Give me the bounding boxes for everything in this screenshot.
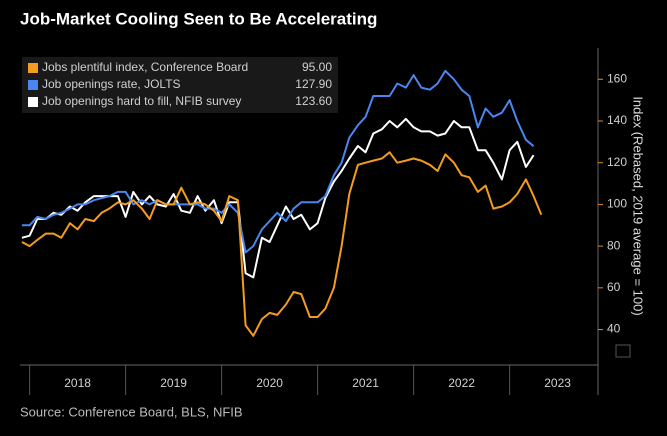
y-tick-label: 120 (607, 155, 627, 169)
y-tick-label: 80 (607, 238, 621, 252)
legend-swatch (28, 63, 38, 73)
legend-label: Jobs plentiful index, Conference Board (42, 60, 248, 74)
x-tick-label: 2023 (544, 376, 571, 390)
y-tick-label: 160 (607, 71, 627, 85)
source: Source: Conference Board, BLS, NFIB (20, 404, 243, 419)
y-tick-label: 140 (607, 113, 627, 127)
series-line (21, 151, 543, 337)
y-tick-label: 40 (607, 322, 621, 336)
series-line (21, 69, 535, 254)
y-tick-label: 60 (607, 280, 621, 294)
icon (615, 344, 631, 358)
legend-value: 127.90 (295, 77, 332, 91)
x-tick-label: 2019 (160, 376, 187, 390)
legend-label: Job openings rate, JOLTS (42, 77, 181, 91)
legend-value: 95.00 (302, 60, 332, 74)
legend-box (22, 57, 338, 113)
y-axis-label: Index (Rebased, 2019 average = 100) (631, 96, 646, 315)
legend-swatch (28, 97, 38, 107)
x-tick-label: 2021 (352, 376, 379, 390)
x-tick-label: 2020 (256, 376, 283, 390)
y-tick-label: 100 (607, 197, 627, 211)
legend-swatch (28, 80, 38, 90)
x-tick-label: 2018 (64, 376, 91, 390)
legend-label: Job openings hard to fill, NFIB survey (42, 94, 241, 108)
legend-value: 123.60 (295, 94, 332, 108)
x-tick-label: 2022 (448, 376, 475, 390)
chart-title: Job-Market Cooling Seen to Be Accelerati… (20, 9, 377, 28)
